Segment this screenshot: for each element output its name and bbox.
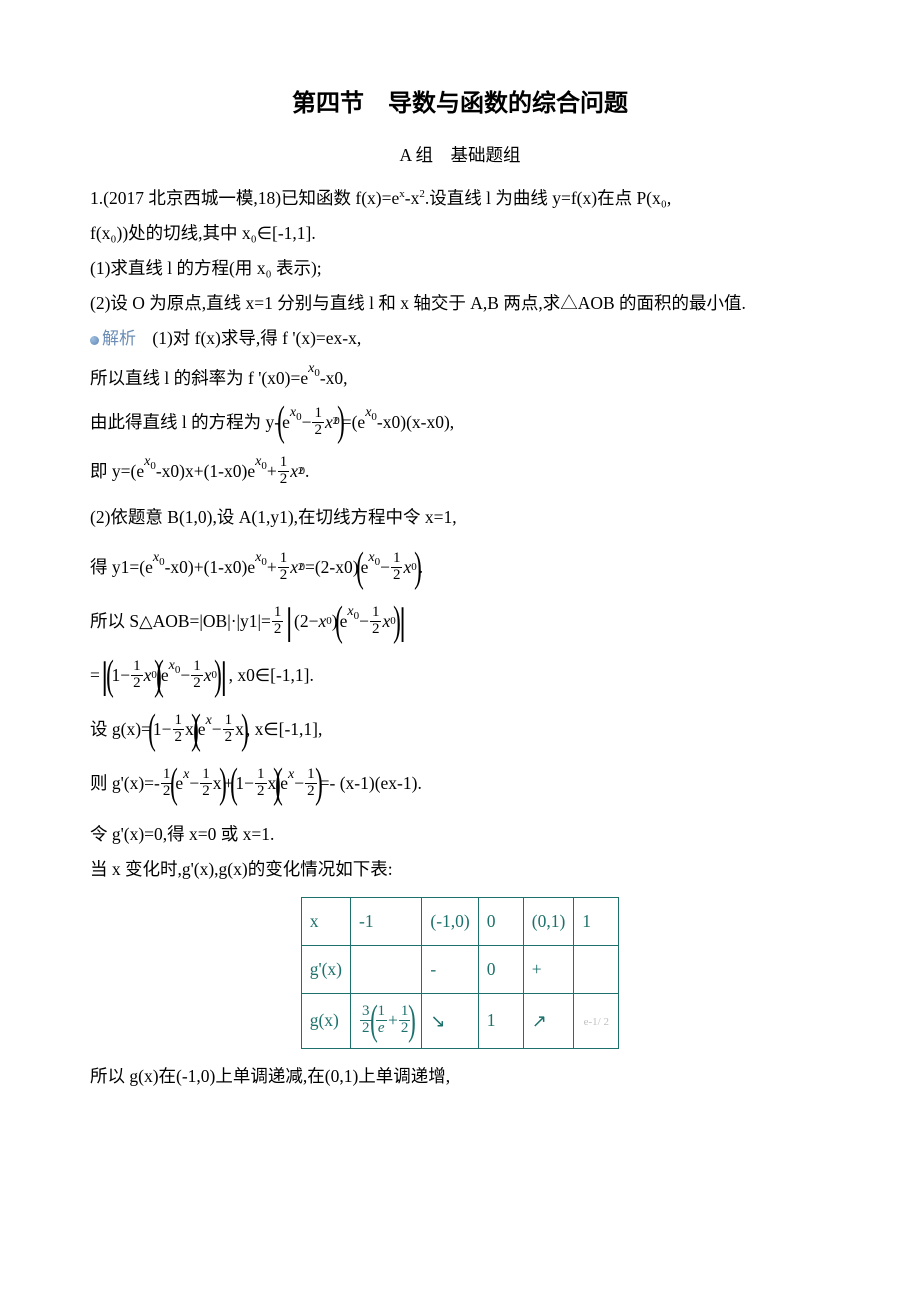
group-subtitle: A 组 基础题组 xyxy=(90,138,830,173)
cell: g'(x) xyxy=(301,945,350,993)
cell: e-1/ 2 xyxy=(574,993,619,1048)
variation-table: x -1 (-1,0) 0 (0,1) 1 g'(x) - 0 + g(x) 3… xyxy=(301,897,620,1049)
table-intro: 当 x 变化时,g'(x),g(x)的变化情况如下表: xyxy=(90,852,830,887)
area-eq: 所以 S△AOB=|OB|·|y1|= 12 | (2 − x0) ( ex0 … xyxy=(90,601,830,643)
text: 由此得直线 l 的方程为 y- xyxy=(90,412,280,433)
text: 得 y1=(e xyxy=(90,557,153,578)
question-2: (2)设 O 为原点,直线 x=1 分别与直线 l 和 x 轴交于 A,B 两点… xyxy=(90,286,830,321)
part2-setup: (2)依题意 B(1,0),设 A(1,y1),在切线方程中令 x=1, xyxy=(90,500,830,535)
exp-x0: x0 xyxy=(308,361,320,380)
text: , x∈[-1,1], xyxy=(246,719,322,740)
text: . xyxy=(305,461,309,482)
tangent-line-eq: 由此得直线 l 的方程为 y- ( ex0 − 12 x20 ) =(e x0 … xyxy=(90,401,830,443)
text: =(2-x0) xyxy=(305,557,359,578)
text: + xyxy=(267,557,277,578)
text: -x xyxy=(405,188,420,208)
cell: -1 xyxy=(351,897,422,945)
cell: ↗ xyxy=(523,993,574,1048)
text: + xyxy=(267,461,277,482)
area-eq-2: = | ( 1 − 12 x0 ) ( ex0 − 12 x0 ) | , x0… xyxy=(90,655,830,697)
slope-line: 所以直线 l 的斜率为 f '(x0)=e x0 -x0, xyxy=(90,368,830,389)
faint-text: e-1/ 2 xyxy=(584,1011,609,1033)
text: 1.(2017 北京西城一模,18)已知函数 f(x)=e xyxy=(90,188,399,208)
text: -x0)x+(1-x0)e xyxy=(156,461,255,482)
table-row: g'(x) - 0 + xyxy=(301,945,619,993)
question-1: (1)求直线 l 的方程(用 x₀ 表示); xyxy=(90,251,830,286)
cell: (-1,0) xyxy=(422,897,478,945)
text: 则 g'(x)=- xyxy=(90,773,160,794)
analysis-text: 解析 xyxy=(102,329,136,348)
bullet-icon xyxy=(90,336,99,345)
y1-calc: 得 y1=(e x0 -x0)+(1-x0)e x0 + 12 x20 =(2-… xyxy=(90,547,830,589)
text: -x0, xyxy=(320,368,348,389)
analysis-label: 解析 xyxy=(90,329,136,348)
g-def: 设 g(x)= ( 1 − 12 x ) ( ex − 12 x ) , x∈[… xyxy=(90,709,830,751)
g-prime: 则 g'(x)=- 12 ( ex − 12 x ) + ( 1 − 12 x … xyxy=(90,763,830,805)
problem-text-line1: 1.(2017 北京西城一模,18)已知函数 f(x)=ex-x2.设直线 l … xyxy=(90,181,830,216)
text: 所以 S△AOB=|OB|·|y1|= xyxy=(90,611,271,632)
text: , x0∈[-1,1]. xyxy=(229,665,314,686)
text: -x0)+(1-x0)e xyxy=(165,557,256,578)
paren-group-1: ( ex0 − 12 x20 ) xyxy=(280,401,342,443)
cell: x xyxy=(301,897,350,945)
problem-text-line2: f(x₀))处的切线,其中 x₀∈[-1,1]. xyxy=(90,216,830,251)
cell xyxy=(574,945,619,993)
cell: 1 xyxy=(478,993,523,1048)
cell: ↘ xyxy=(422,993,478,1048)
text: (1)对 f(x)求导,得 f '(x)=ex-x, xyxy=(152,328,361,348)
critical-points: 令 g'(x)=0,得 x=0 或 x=1. xyxy=(90,817,830,852)
cell: 0 xyxy=(478,897,523,945)
cell: - xyxy=(422,945,478,993)
monotone-conclusion: 所以 g(x)在(-1,0)上单调递减,在(0,1)上单调递增, xyxy=(90,1059,830,1094)
text: 设 g(x)= xyxy=(90,719,151,740)
text: 所以直线 l 的斜率为 f '(x0)=e xyxy=(90,368,308,389)
cell: g(x) xyxy=(301,993,350,1048)
cell: 1 xyxy=(574,897,619,945)
text: 即 y=(e xyxy=(90,461,144,482)
cell-frac: 32 ( 1e + 12 ) xyxy=(351,993,422,1048)
text: -x0)(x-x0), xyxy=(377,412,454,433)
section-title: 第四节 导数与函数的综合问题 xyxy=(90,80,830,128)
text: =(e xyxy=(342,412,365,433)
cell: + xyxy=(523,945,574,993)
cell: (0,1) xyxy=(523,897,574,945)
cell: 0 xyxy=(478,945,523,993)
cell xyxy=(351,945,422,993)
tangent-line-simplified: 即 y=(e x0 -x0)x+(1-x0)e x0 + 12 x20 . xyxy=(90,455,830,488)
analysis-line-1: 解析 (1)对 f(x)求导,得 f '(x)=ex-x, xyxy=(90,321,830,356)
table-row: g(x) 32 ( 1e + 12 ) ↘ 1 ↗ e-1/ 2 xyxy=(301,993,619,1048)
table-row: x -1 (-1,0) 0 (0,1) 1 xyxy=(301,897,619,945)
text: =- (x-1)(ex-1). xyxy=(320,773,422,794)
text: .设直线 l 为曲线 y=f(x)在点 P(x₀, xyxy=(425,188,671,208)
